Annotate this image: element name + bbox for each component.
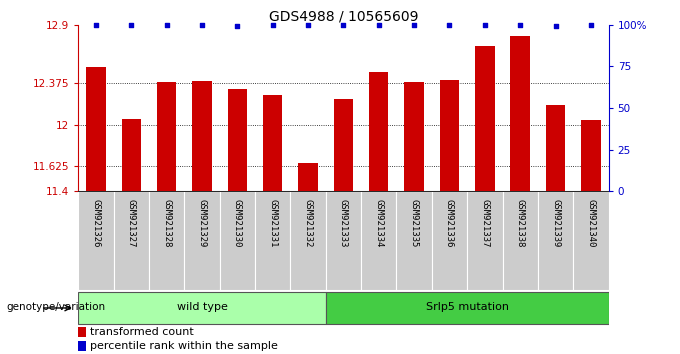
Text: GSM921326: GSM921326: [91, 199, 101, 247]
Bar: [581, 120, 600, 191]
Bar: [184, 191, 220, 290]
Text: GSM921331: GSM921331: [268, 199, 277, 247]
Text: GSM921335: GSM921335: [409, 199, 419, 247]
Bar: [511, 36, 530, 191]
Point: [373, 22, 384, 28]
Point: [90, 22, 101, 28]
Text: GSM921328: GSM921328: [162, 199, 171, 247]
Bar: [432, 191, 467, 290]
Bar: [440, 80, 459, 191]
Text: GSM921337: GSM921337: [480, 199, 490, 247]
Bar: [78, 191, 114, 290]
Point: [444, 22, 455, 28]
Point: [515, 22, 526, 28]
Text: GSM921338: GSM921338: [515, 199, 525, 247]
Point: [126, 22, 137, 28]
Bar: [149, 191, 184, 290]
Title: GDS4988 / 10565609: GDS4988 / 10565609: [269, 10, 418, 24]
Point: [479, 22, 490, 28]
Text: GSM921333: GSM921333: [339, 199, 348, 247]
Bar: [228, 89, 247, 191]
Bar: [361, 191, 396, 290]
Text: wild type: wild type: [177, 302, 227, 312]
Point: [197, 22, 207, 28]
Bar: [326, 292, 609, 324]
Bar: [396, 191, 432, 290]
Bar: [78, 327, 86, 337]
Bar: [334, 99, 353, 191]
Bar: [573, 191, 609, 290]
Point: [161, 22, 172, 28]
Text: GSM921330: GSM921330: [233, 199, 242, 247]
Text: genotype/variation: genotype/variation: [7, 302, 106, 312]
Text: transformed count: transformed count: [90, 327, 194, 337]
Bar: [122, 119, 141, 191]
Bar: [78, 292, 326, 324]
Bar: [290, 191, 326, 290]
Text: GSM921329: GSM921329: [197, 199, 207, 247]
Point: [338, 22, 349, 28]
Point: [232, 24, 243, 29]
Text: GSM921334: GSM921334: [374, 199, 384, 247]
Text: GSM921332: GSM921332: [303, 199, 313, 247]
Point: [267, 22, 278, 28]
Text: percentile rank within the sample: percentile rank within the sample: [90, 341, 278, 351]
Text: GSM921336: GSM921336: [445, 199, 454, 247]
Bar: [369, 73, 388, 191]
Point: [303, 22, 313, 28]
Text: GSM921339: GSM921339: [551, 199, 560, 247]
Point: [585, 22, 596, 28]
Bar: [546, 105, 565, 191]
Bar: [503, 191, 538, 290]
Bar: [326, 191, 361, 290]
Bar: [220, 191, 255, 290]
Bar: [192, 81, 211, 191]
Bar: [86, 67, 105, 191]
Text: GSM921327: GSM921327: [126, 199, 136, 247]
Bar: [78, 341, 86, 351]
Point: [409, 22, 420, 28]
Bar: [475, 46, 494, 191]
Bar: [467, 191, 503, 290]
Bar: [263, 95, 282, 191]
Bar: [405, 82, 424, 191]
Text: Srlp5 mutation: Srlp5 mutation: [426, 302, 509, 312]
Bar: [255, 191, 290, 290]
Text: GSM921340: GSM921340: [586, 199, 596, 247]
Bar: [157, 82, 176, 191]
Bar: [299, 164, 318, 191]
Bar: [114, 191, 149, 290]
Bar: [538, 191, 573, 290]
Point: [550, 24, 561, 29]
